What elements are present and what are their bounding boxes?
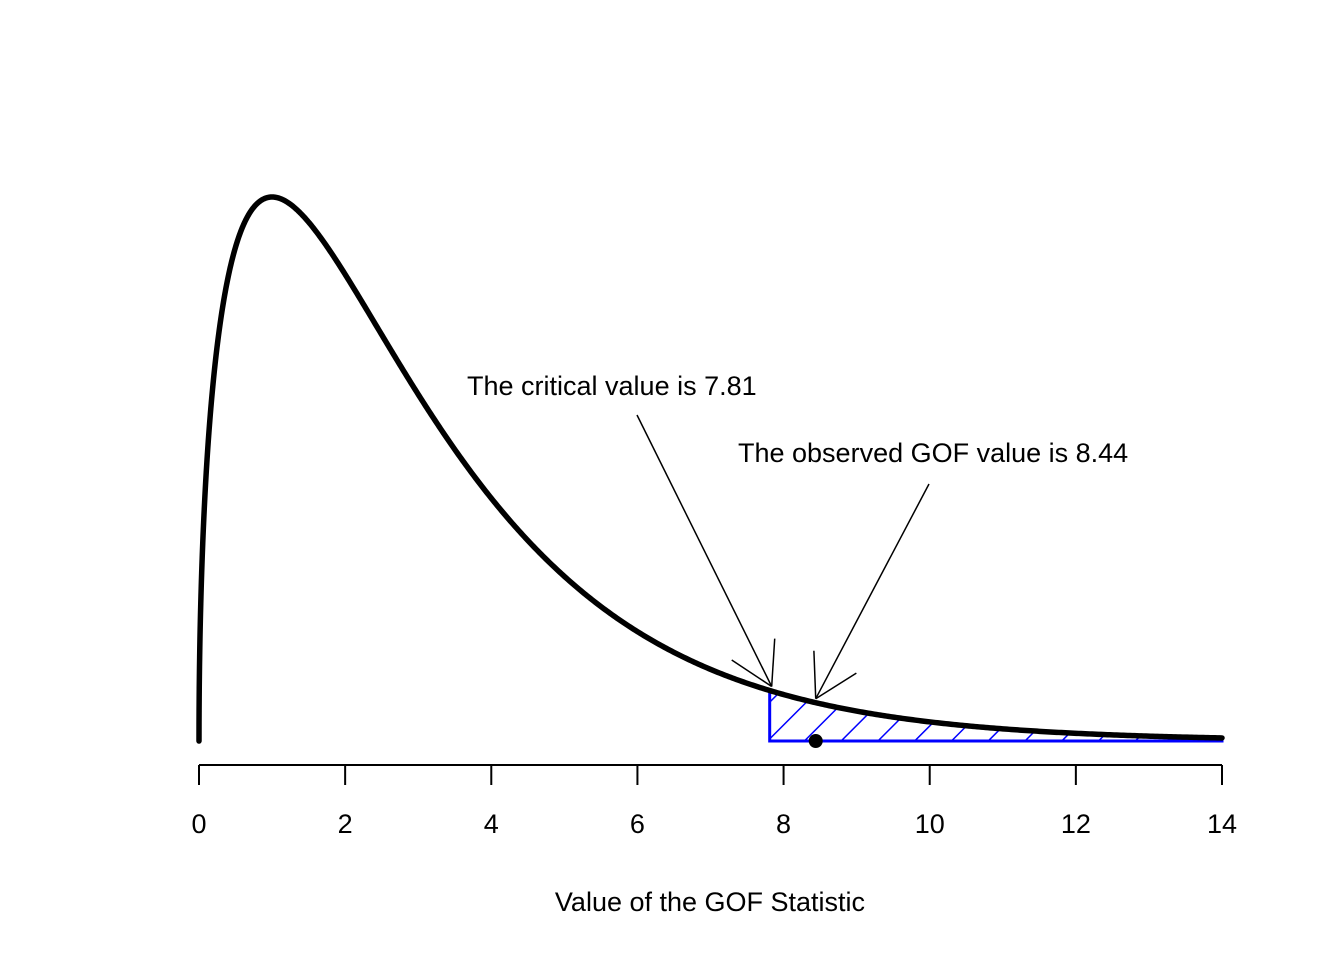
arrow-shaft (636, 414, 773, 687)
x-tick-label: 4 (484, 809, 499, 839)
observed-value-arrow (813, 483, 930, 700)
arrow-head (815, 672, 857, 700)
arrow-head (770, 638, 776, 687)
critical-value-annotation: The critical value is 7.81 (467, 371, 757, 401)
observed-value-point (808, 734, 823, 748)
x-tick-label: 2 (338, 809, 353, 839)
rejection-region-hatched (768, 688, 1224, 743)
observed-value-annotation: The observed GOF value is 8.44 (738, 438, 1128, 468)
x-axis: 0 2 4 6 8 10 12 14 (191, 764, 1237, 839)
x-axis-title: Value of the GOF Statistic (555, 887, 865, 917)
arrow-head (813, 650, 817, 699)
x-tick-label: 10 (915, 809, 945, 839)
x-tick-label: 12 (1061, 809, 1091, 839)
x-tick-label: 14 (1207, 809, 1237, 839)
arrow-head (731, 659, 773, 688)
x-tick-label: 8 (776, 809, 791, 839)
arrow-shaft (815, 483, 930, 700)
density-curve (196, 194, 1225, 744)
critical-value-arrow (636, 414, 776, 688)
x-tick-label: 6 (630, 809, 645, 839)
x-tick-label: 0 (191, 809, 206, 839)
